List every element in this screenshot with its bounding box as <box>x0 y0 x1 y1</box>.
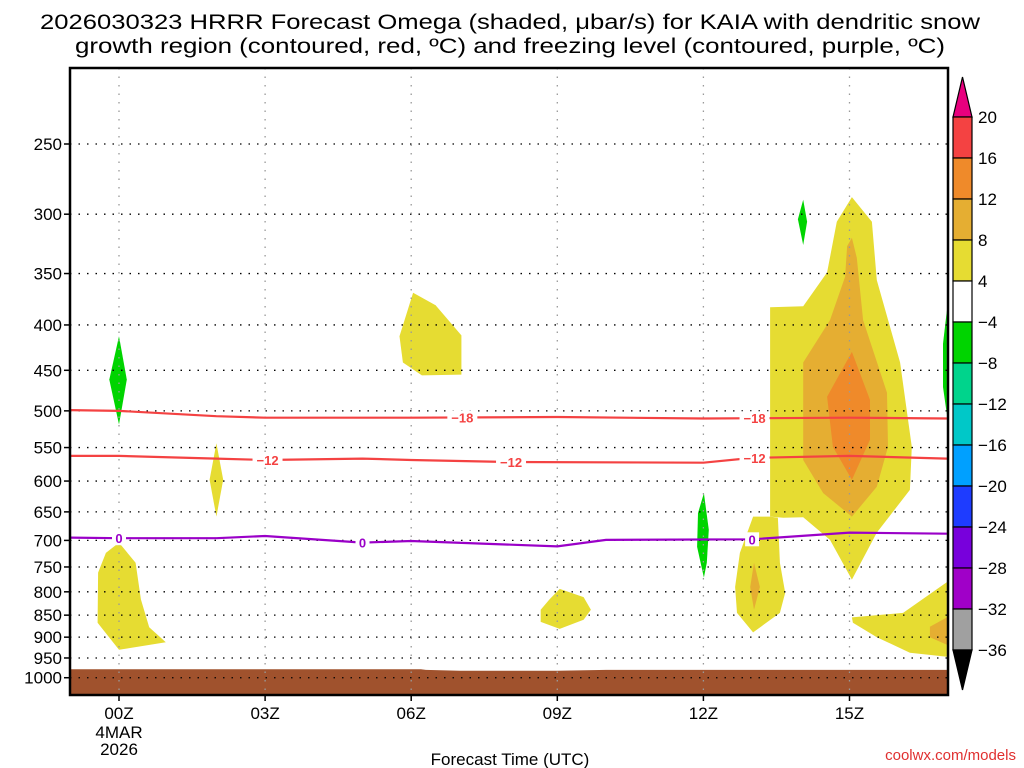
chart-title-line-2: growth region (contoured, red, ºC) and f… <box>75 35 945 58</box>
freezing-level-contour-0-label-bg-0 <box>112 531 126 546</box>
colorbar-bin--36to-32 <box>952 608 973 651</box>
colorbar-label--8: −8 <box>978 354 997 373</box>
x-tick-label-00Z: 00Z <box>104 704 133 723</box>
freezing-level-contour-0 <box>70 531 947 548</box>
omega-region-00z-lower <box>97 542 166 650</box>
x-tick-label-09Z: 09Z <box>543 704 572 723</box>
colorbar-label--12: −12 <box>978 395 1007 414</box>
freezing-level-contour-0-label-0: 0 <box>115 531 122 546</box>
colorbar-bin-16to20 <box>952 116 973 159</box>
colorbar-label--36: −36 <box>978 641 1007 660</box>
omega-region-16z-lower <box>851 582 947 657</box>
y-tick-label-650: 650 <box>34 503 62 522</box>
dgz-contour-minus18-label-bg-0 <box>447 410 478 425</box>
plot-shading <box>70 197 948 695</box>
colorbar-label-8: 8 <box>978 231 987 250</box>
plot-contours: −18 −18 −12 −12 −12 0 0 0 <box>70 409 947 551</box>
y-tick-label-600: 600 <box>34 472 62 491</box>
colorbar-bin--12to-8 <box>952 362 973 405</box>
dgz-contour-minus12-label-0: −12 <box>257 453 279 468</box>
credit-text: coolwx.com/models <box>885 747 1016 764</box>
freezing-level-contour-0-label-1: 0 <box>359 536 366 551</box>
y-tick-label-550: 550 <box>34 439 62 458</box>
x-axis-label: Forecast Time (UTC) <box>431 750 590 768</box>
y-tick-label-300: 300 <box>34 205 62 224</box>
colorbar-bin--28to-24 <box>952 526 973 569</box>
colorbar-label-20: 20 <box>978 108 997 127</box>
omega-region-13z-lower-8 <box>750 562 760 610</box>
colorbar-label--32: −32 <box>978 600 1007 619</box>
colorbar-label--28: −28 <box>978 559 1007 578</box>
x-tick-label-06Z: 06Z <box>397 704 426 723</box>
plot-frame <box>68 66 950 697</box>
colorbar-bin--16to-12 <box>952 403 973 446</box>
y-axis: 250 300 350 400 450 500 550 600 650 700 750 800 850 9… <box>24 135 70 688</box>
x-tick-label-03Z: 03Z <box>250 704 279 723</box>
omega-region-09z <box>540 588 591 629</box>
y-tick-label-450: 450 <box>34 361 62 380</box>
dgz-contour-minus12-label-bg-2 <box>739 450 770 465</box>
dgz-contour-minus18-label-0: −18 <box>451 410 473 425</box>
colorbar-under-triangle <box>952 649 973 691</box>
y-tick-label-750: 750 <box>34 558 62 577</box>
freezing-level-contour-0-label-bg-2 <box>745 532 760 547</box>
colorbar-bin-4to8 <box>952 239 973 282</box>
dgz-contour-minus12-label-2: −12 <box>744 451 766 466</box>
plot-gridlines <box>70 68 948 695</box>
colorbar-label-12: 12 <box>978 190 997 209</box>
colorbar-label-4: 4 <box>978 272 987 291</box>
colorbar-bin-8to12 <box>952 198 973 241</box>
y-tick-label-250: 250 <box>34 135 62 154</box>
colorbar: 20 16 12 8 4 −4 −8 −12 −16 −20 −24 −28 −32 −36 <box>952 76 1007 691</box>
omega-region-06z <box>399 292 462 376</box>
x-tick-label-15Z: 15Z <box>835 704 864 723</box>
colorbar-bin--32to-28 <box>952 567 973 610</box>
omega-region-15z-12 <box>827 351 870 480</box>
dgz-contour-minus18 <box>70 409 947 420</box>
chart-title-line-1: 2026030323 HRRR Forecast Omega (shaded, … <box>40 11 981 34</box>
freezing-level-contour-0-label-bg-1 <box>355 535 370 550</box>
x-tick-label-12Z: 12Z <box>689 704 718 723</box>
y-tick-label-800: 800 <box>34 583 62 602</box>
colorbar-label--24: −24 <box>978 518 1007 537</box>
colorbar-label--16: −16 <box>978 436 1007 455</box>
y-tick-label-950: 950 <box>34 649 62 668</box>
colorbar-bin--4to4 <box>952 280 973 323</box>
y-tick-label-350: 350 <box>34 265 62 284</box>
ground-terrain <box>70 669 948 695</box>
x-tick-sublabel-0: 4MAR <box>95 723 142 742</box>
dgz-contour-minus12-label-bg-1 <box>496 454 527 469</box>
omega-region-02z <box>209 443 224 517</box>
y-tick-label-900: 900 <box>34 628 62 647</box>
y-tick-label-500: 500 <box>34 402 62 421</box>
omega-region-14z-upper <box>797 199 808 245</box>
colorbar-bin-12to16 <box>952 157 973 200</box>
colorbar-bin--24to-20 <box>952 485 973 528</box>
colorbar-bin--20to-16 <box>952 444 973 487</box>
colorbar-label-16: 16 <box>978 149 997 168</box>
omega-region-00z-upper <box>109 336 127 425</box>
y-tick-label-700: 700 <box>34 531 62 550</box>
omega-region-16z-lower-8 <box>929 617 947 645</box>
y-tick-label-1000: 1000 <box>24 669 62 688</box>
freezing-level-contour-0-label-2: 0 <box>748 532 755 547</box>
y-tick-label-850: 850 <box>34 606 62 625</box>
omega-region-12z <box>697 493 709 578</box>
colorbar-label--20: −20 <box>978 477 1007 496</box>
y-tick-label-400: 400 <box>34 316 62 335</box>
colorbar-label--4: −4 <box>978 313 997 332</box>
omega-region-17z-edge <box>943 310 947 415</box>
dgz-contour-minus18-label-bg-1 <box>739 411 770 426</box>
dgz-contour-minus12 <box>70 454 947 464</box>
dgz-contour-minus12-label-1: −12 <box>500 455 522 470</box>
colorbar-bin--8to-4 <box>952 321 973 364</box>
dgz-contour-minus18-label-1: −18 <box>744 411 766 426</box>
colorbar-over-triangle <box>952 76 973 118</box>
dgz-contour-minus12-label-bg-0 <box>252 452 283 467</box>
x-tick-sublabel-1: 2026 <box>100 740 138 759</box>
